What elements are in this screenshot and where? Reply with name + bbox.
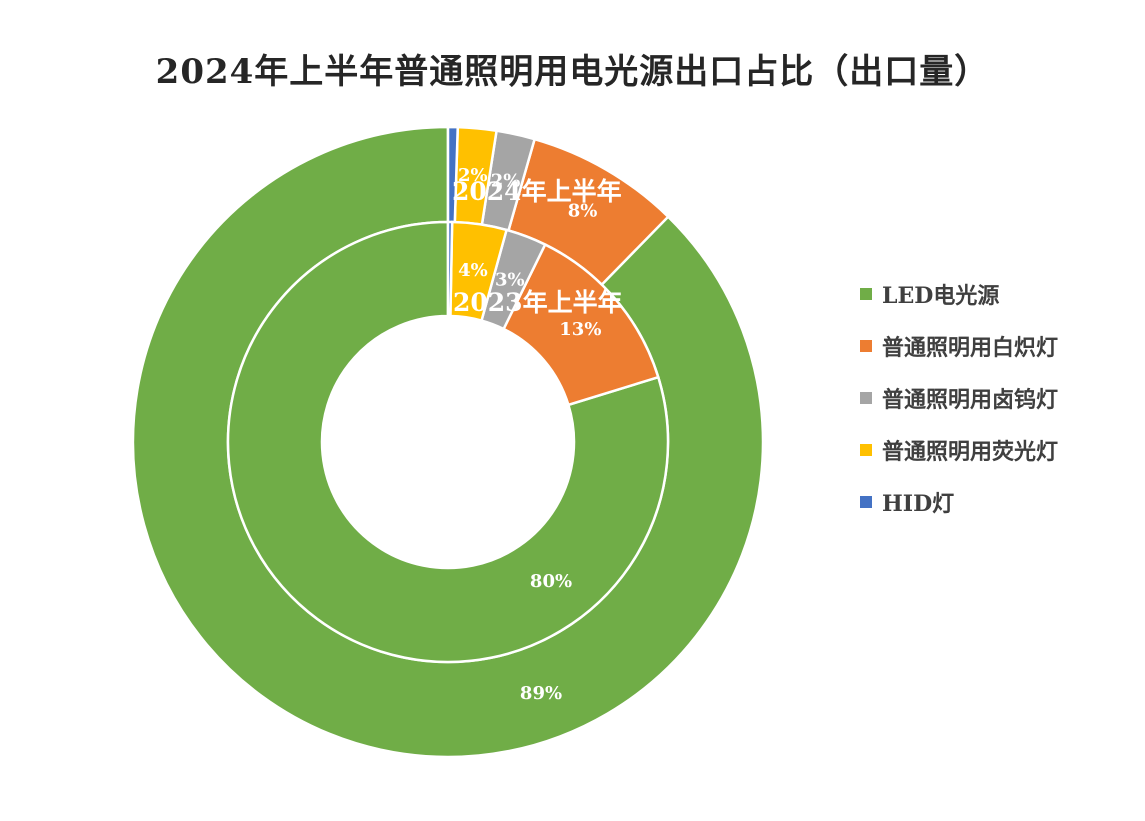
legend-swatch-incandescent: [860, 340, 872, 352]
outer-data-label-halogen: 2%: [491, 170, 521, 191]
inner-ring-name-label: 2023年上半年: [453, 288, 623, 317]
inner-slice-hid[interactable]: [446, 220, 454, 318]
chart-title: 2024年上半年普通照明用电光源出口占比（出口量）: [155, 52, 990, 92]
legend-item-halogen[interactable]: 普通照明用卤钨灯: [860, 372, 1058, 424]
outer-data-label-fluorescent: 2%: [458, 165, 488, 186]
legend-label-halogen: 普通照明用卤钨灯: [882, 387, 1059, 413]
inner-data-label-halogen: 3%: [495, 269, 525, 290]
outer-data-label-led: 89%: [520, 683, 562, 704]
inner-ring-2023: [226, 220, 670, 664]
inner-slice-led[interactable]: [226, 220, 670, 664]
legend-label-fluorescent: 普通照明用荧光灯: [882, 439, 1059, 465]
legend-item-fluorescent[interactable]: 普通照明用荧光灯: [860, 424, 1058, 476]
inner-slice-incandescent[interactable]: [501, 242, 660, 407]
legend-label-incandescent: 普通照明用白炽灯: [882, 335, 1059, 361]
legend: LED电光源 普通照明用白炽灯 普通照明用卤钨灯 普通照明用荧光灯 HID灯: [860, 268, 1058, 528]
slice-labels: 80% 13% 3% 4% 89% 8% 2%2%: [458, 165, 601, 704]
outer-ring-name-label: 2024年上半年: [452, 177, 622, 206]
legend-item-led[interactable]: LED电光源: [860, 268, 1058, 320]
inner-slice-fluorescent[interactable]: [449, 220, 509, 323]
inner-data-label-led: 80%: [530, 571, 572, 592]
legend-swatch-hid: [860, 496, 872, 508]
inner-data-label-fluorescent: 4%: [458, 260, 488, 281]
inner-data-label-incandescent: 13%: [559, 319, 601, 340]
legend-label-hid: HID灯: [882, 491, 955, 517]
legend-swatch-fluorescent: [860, 444, 872, 456]
outer-slice-hid[interactable]: [446, 125, 460, 224]
inner-slice-halogen[interactable]: [479, 228, 547, 331]
outer-data-label-incandescent: 8%: [568, 200, 598, 221]
legend-item-hid[interactable]: HID灯: [860, 476, 1058, 528]
legend-swatch-halogen: [860, 392, 872, 404]
legend-swatch-led: [860, 288, 872, 300]
legend-item-incandescent[interactable]: 普通照明用白炽灯: [860, 320, 1058, 372]
legend-label-led: LED电光源: [882, 283, 1000, 309]
